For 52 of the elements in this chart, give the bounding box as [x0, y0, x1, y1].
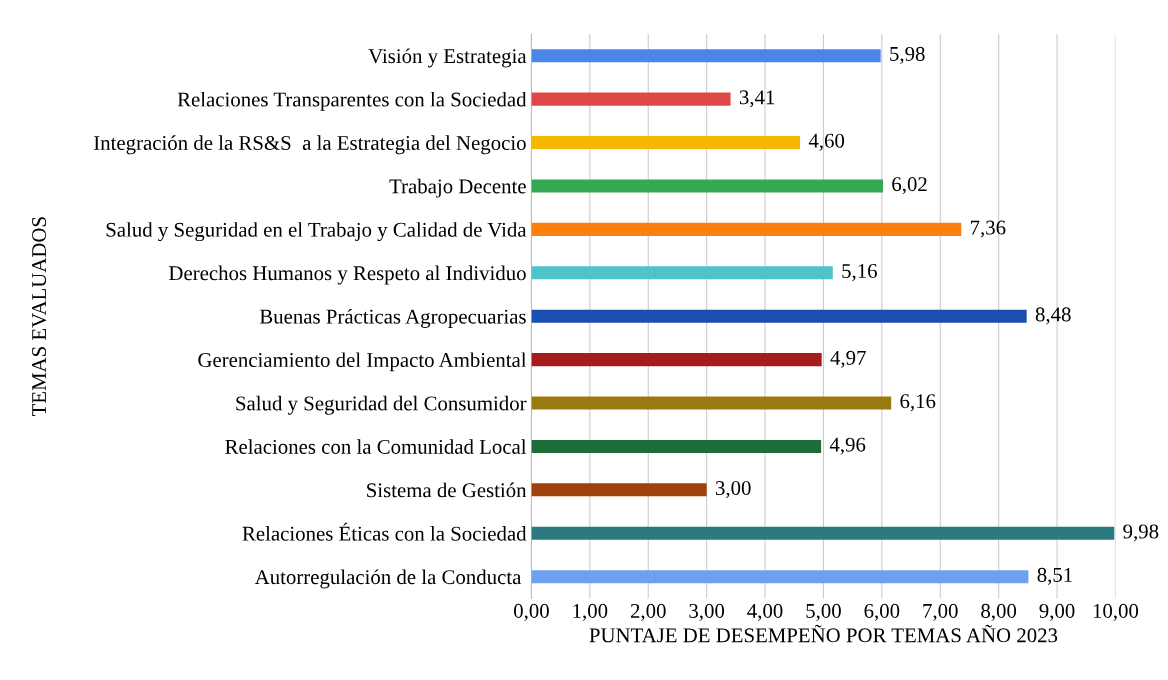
data-label: 3,00 [715, 481, 751, 499]
bar [531, 92, 731, 106]
y-tick-label: Salud y Seguridad en el Trabajo y Calidad de Vida [106, 222, 527, 242]
data-label: 3,41 [739, 90, 775, 108]
y-tick-label: Integración de la RS&S a la Estrategia del Negocio [94, 135, 526, 155]
bar [531, 439, 822, 453]
bar [531, 353, 822, 367]
x-tick-label: 9,00 [1039, 603, 1075, 621]
data-label: 5,16 [842, 264, 877, 281]
y-tick-label: Relaciones Éticas con la Sociedad [242, 522, 527, 541]
bar [531, 266, 833, 280]
y-tick-label: Salud y Seguridad del Consumidor [236, 395, 527, 415]
y-tick-label: Relaciones con la Comunidad Local [225, 439, 527, 454]
bar [531, 526, 1115, 540]
bar [531, 309, 1027, 323]
x-tick-label: 10,00 [1093, 603, 1139, 621]
data-label: 4,96 [829, 437, 866, 455]
data-label: 8,48 [1035, 307, 1071, 325]
y-tick-label: Derechos Humanos y Respeto al Individuo [169, 265, 526, 285]
x-tick-label: 1,00 [573, 603, 608, 621]
x-tick-label: 0,00 [514, 603, 549, 621]
x-tick-label: 7,00 [923, 603, 958, 621]
x-tick-label: 5,00 [806, 603, 841, 621]
data-label: 4,60 [808, 133, 845, 151]
bar [531, 179, 884, 193]
bar [531, 136, 801, 150]
bar [531, 570, 1029, 584]
bar [531, 222, 962, 236]
data-label: 7,36 [970, 220, 1006, 238]
x-tick-label: 3,00 [689, 603, 725, 621]
y-axis-title: TEMAS EVALUADOS [32, 217, 47, 417]
bar [531, 483, 707, 497]
x-axis-title: PUNTAJE DE DESEMPEÑO POR TEMAS AÑO 2023 [589, 624, 1058, 643]
x-tick-label: 2,00 [630, 603, 666, 621]
x-tick-label: 4,00 [747, 603, 783, 621]
data-label: 6,02 [892, 177, 927, 195]
bar [531, 396, 892, 410]
x-tick-label: 6,00 [864, 603, 900, 621]
x-tick-label: 8,00 [981, 603, 1017, 621]
data-label: 9,98 [1123, 524, 1159, 542]
data-label: 8,51 [1037, 567, 1072, 585]
bar [531, 49, 881, 63]
y-tick-label: Gerenciamiento del Impacto Ambiental [198, 352, 527, 372]
y-tick-label: Visión y Estrategia [368, 48, 527, 68]
y-tick-label: Relaciones Transparentes con la Sociedad [177, 91, 527, 111]
y-tick-label: Buenas Prácticas Agropecuarias [259, 308, 526, 328]
y-tick-label: Sistema de Gestión [367, 482, 527, 498]
y-tick-label: Autorregulación de la Conducta [254, 569, 522, 589]
data-label: 5,98 [890, 46, 925, 64]
data-label: 6,16 [900, 394, 936, 412]
data-label: 4,97 [830, 350, 866, 368]
y-tick-label: Trabajo Decente [389, 178, 526, 198]
